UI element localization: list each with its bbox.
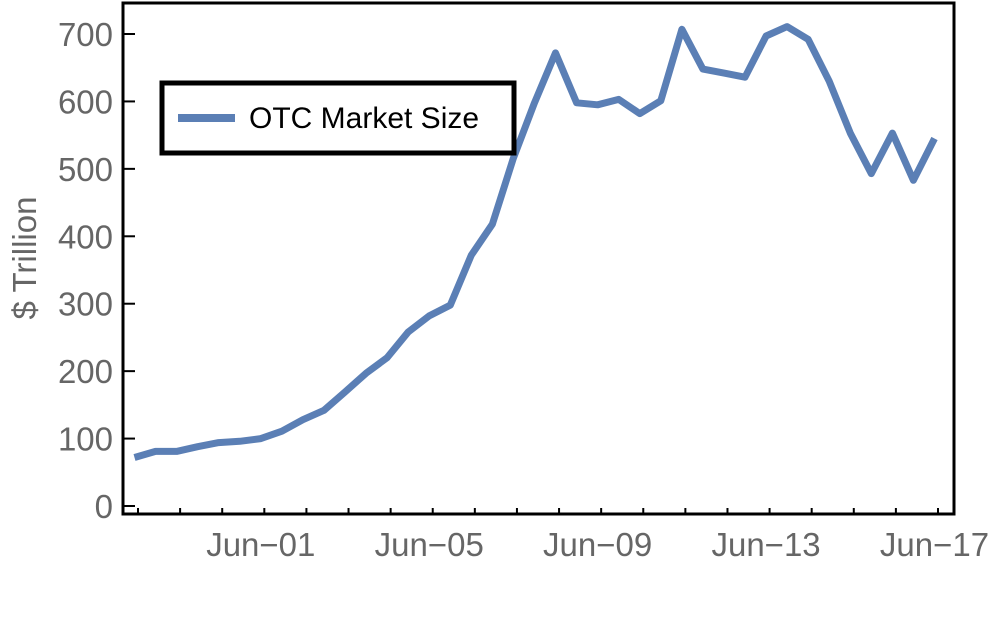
- x-tick-label: Jun−09: [543, 526, 652, 563]
- legend: OTC Market Size: [159, 80, 517, 156]
- x-axis-ticks: Jun−01 Jun−05 Jun−09 Jun−13 Jun−17: [137, 508, 989, 563]
- y-tick-label: 400: [58, 218, 113, 255]
- y-axis-title: $ Trillion: [6, 197, 43, 320]
- series-line-otc-market-size: [133, 23, 938, 461]
- x-tick-label: Jun−13: [711, 526, 820, 563]
- y-tick-label: 200: [58, 353, 113, 390]
- y-tick-label: 500: [58, 151, 113, 188]
- y-tick-label: 300: [58, 286, 113, 323]
- legend-entry-label: OTC Market Size: [249, 102, 479, 135]
- y-tick-label: 600: [58, 83, 113, 120]
- x-tick-label: Jun−05: [375, 526, 484, 563]
- x-tick-label: Jun−01: [206, 526, 315, 563]
- series-layer: [133, 23, 938, 461]
- y-tick-label: 0: [95, 488, 113, 525]
- plot-frame: [121, 1, 956, 516]
- y-tick-label: 700: [58, 16, 113, 53]
- x-tick-label: Jun−17: [880, 526, 989, 563]
- y-axis-ticks: 0 100 200 300 400 500 600 700: [58, 16, 135, 525]
- y-tick-label: 100: [58, 421, 113, 458]
